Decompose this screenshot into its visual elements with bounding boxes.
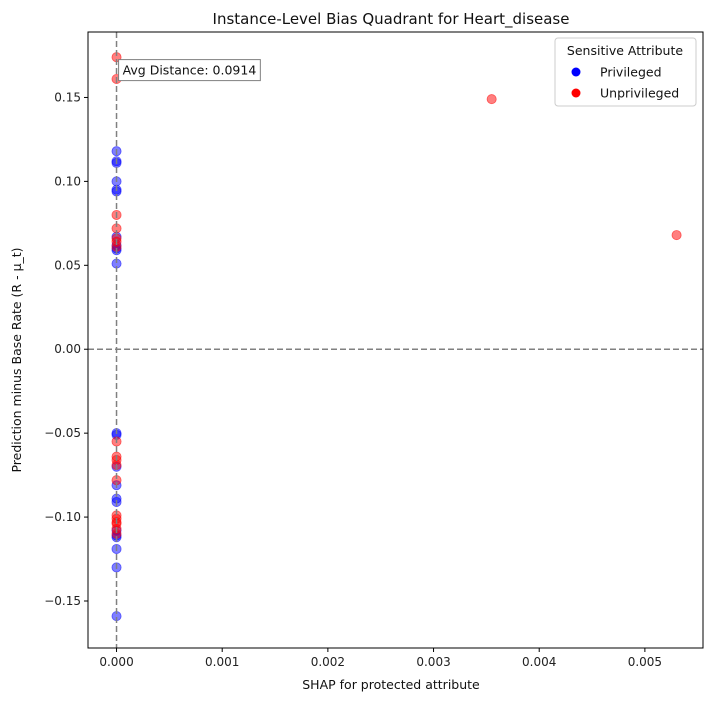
- legend-label-privileged: Privileged: [600, 65, 662, 80]
- y-axis-label: Prediction minus Base Rate (R - μ_t): [9, 247, 24, 472]
- chart-title: Instance-Level Bias Quadrant for Heart_d…: [213, 10, 570, 29]
- legend-marker-unprivileged: [571, 88, 581, 98]
- y-tick-label: 0.00: [54, 342, 81, 356]
- y-tick-label: −0.05: [44, 426, 81, 440]
- x-axis-label: SHAP for protected attribute: [302, 677, 480, 692]
- y-tick-label: −0.10: [44, 510, 81, 524]
- legend-label-unprivileged: Unprivileged: [600, 86, 679, 101]
- legend-title: Sensitive Attribute: [567, 43, 683, 58]
- x-tick-label: 0.001: [205, 655, 239, 669]
- reference-lines: [88, 32, 703, 648]
- points-layer: [111, 52, 682, 622]
- y-tick-label: 0.05: [54, 258, 81, 272]
- annotation-box: [118, 59, 261, 82]
- y-tick-label: 0.10: [54, 174, 81, 188]
- ticks-layer: 0.000 0.001 0.002 0.003 0.004 0.005 −0.15 −0.10…: [44, 90, 662, 669]
- avg-distance-annotation: Avg Distance: 0.0914: [118, 59, 261, 82]
- y-tick-label: −0.15: [44, 594, 81, 608]
- data-point-unprivileged: [486, 94, 497, 105]
- x-tick-label: 0.000: [99, 655, 133, 669]
- x-tick-label: 0.003: [416, 655, 450, 669]
- plot-frame: [87, 31, 704, 649]
- x-tick-label: 0.005: [628, 655, 662, 669]
- data-point-unprivileged: [671, 230, 682, 241]
- legend-box: [554, 37, 697, 107]
- y-tick-label: 0.15: [54, 90, 81, 104]
- x-tick-label: 0.002: [311, 655, 345, 669]
- x-tick-label: 0.004: [522, 655, 556, 669]
- legend-marker-privileged: [571, 67, 581, 77]
- annotation-text: Avg Distance: 0.0914: [123, 63, 257, 78]
- legend: Sensitive Attribute Privileged Unprivile…: [554, 37, 697, 107]
